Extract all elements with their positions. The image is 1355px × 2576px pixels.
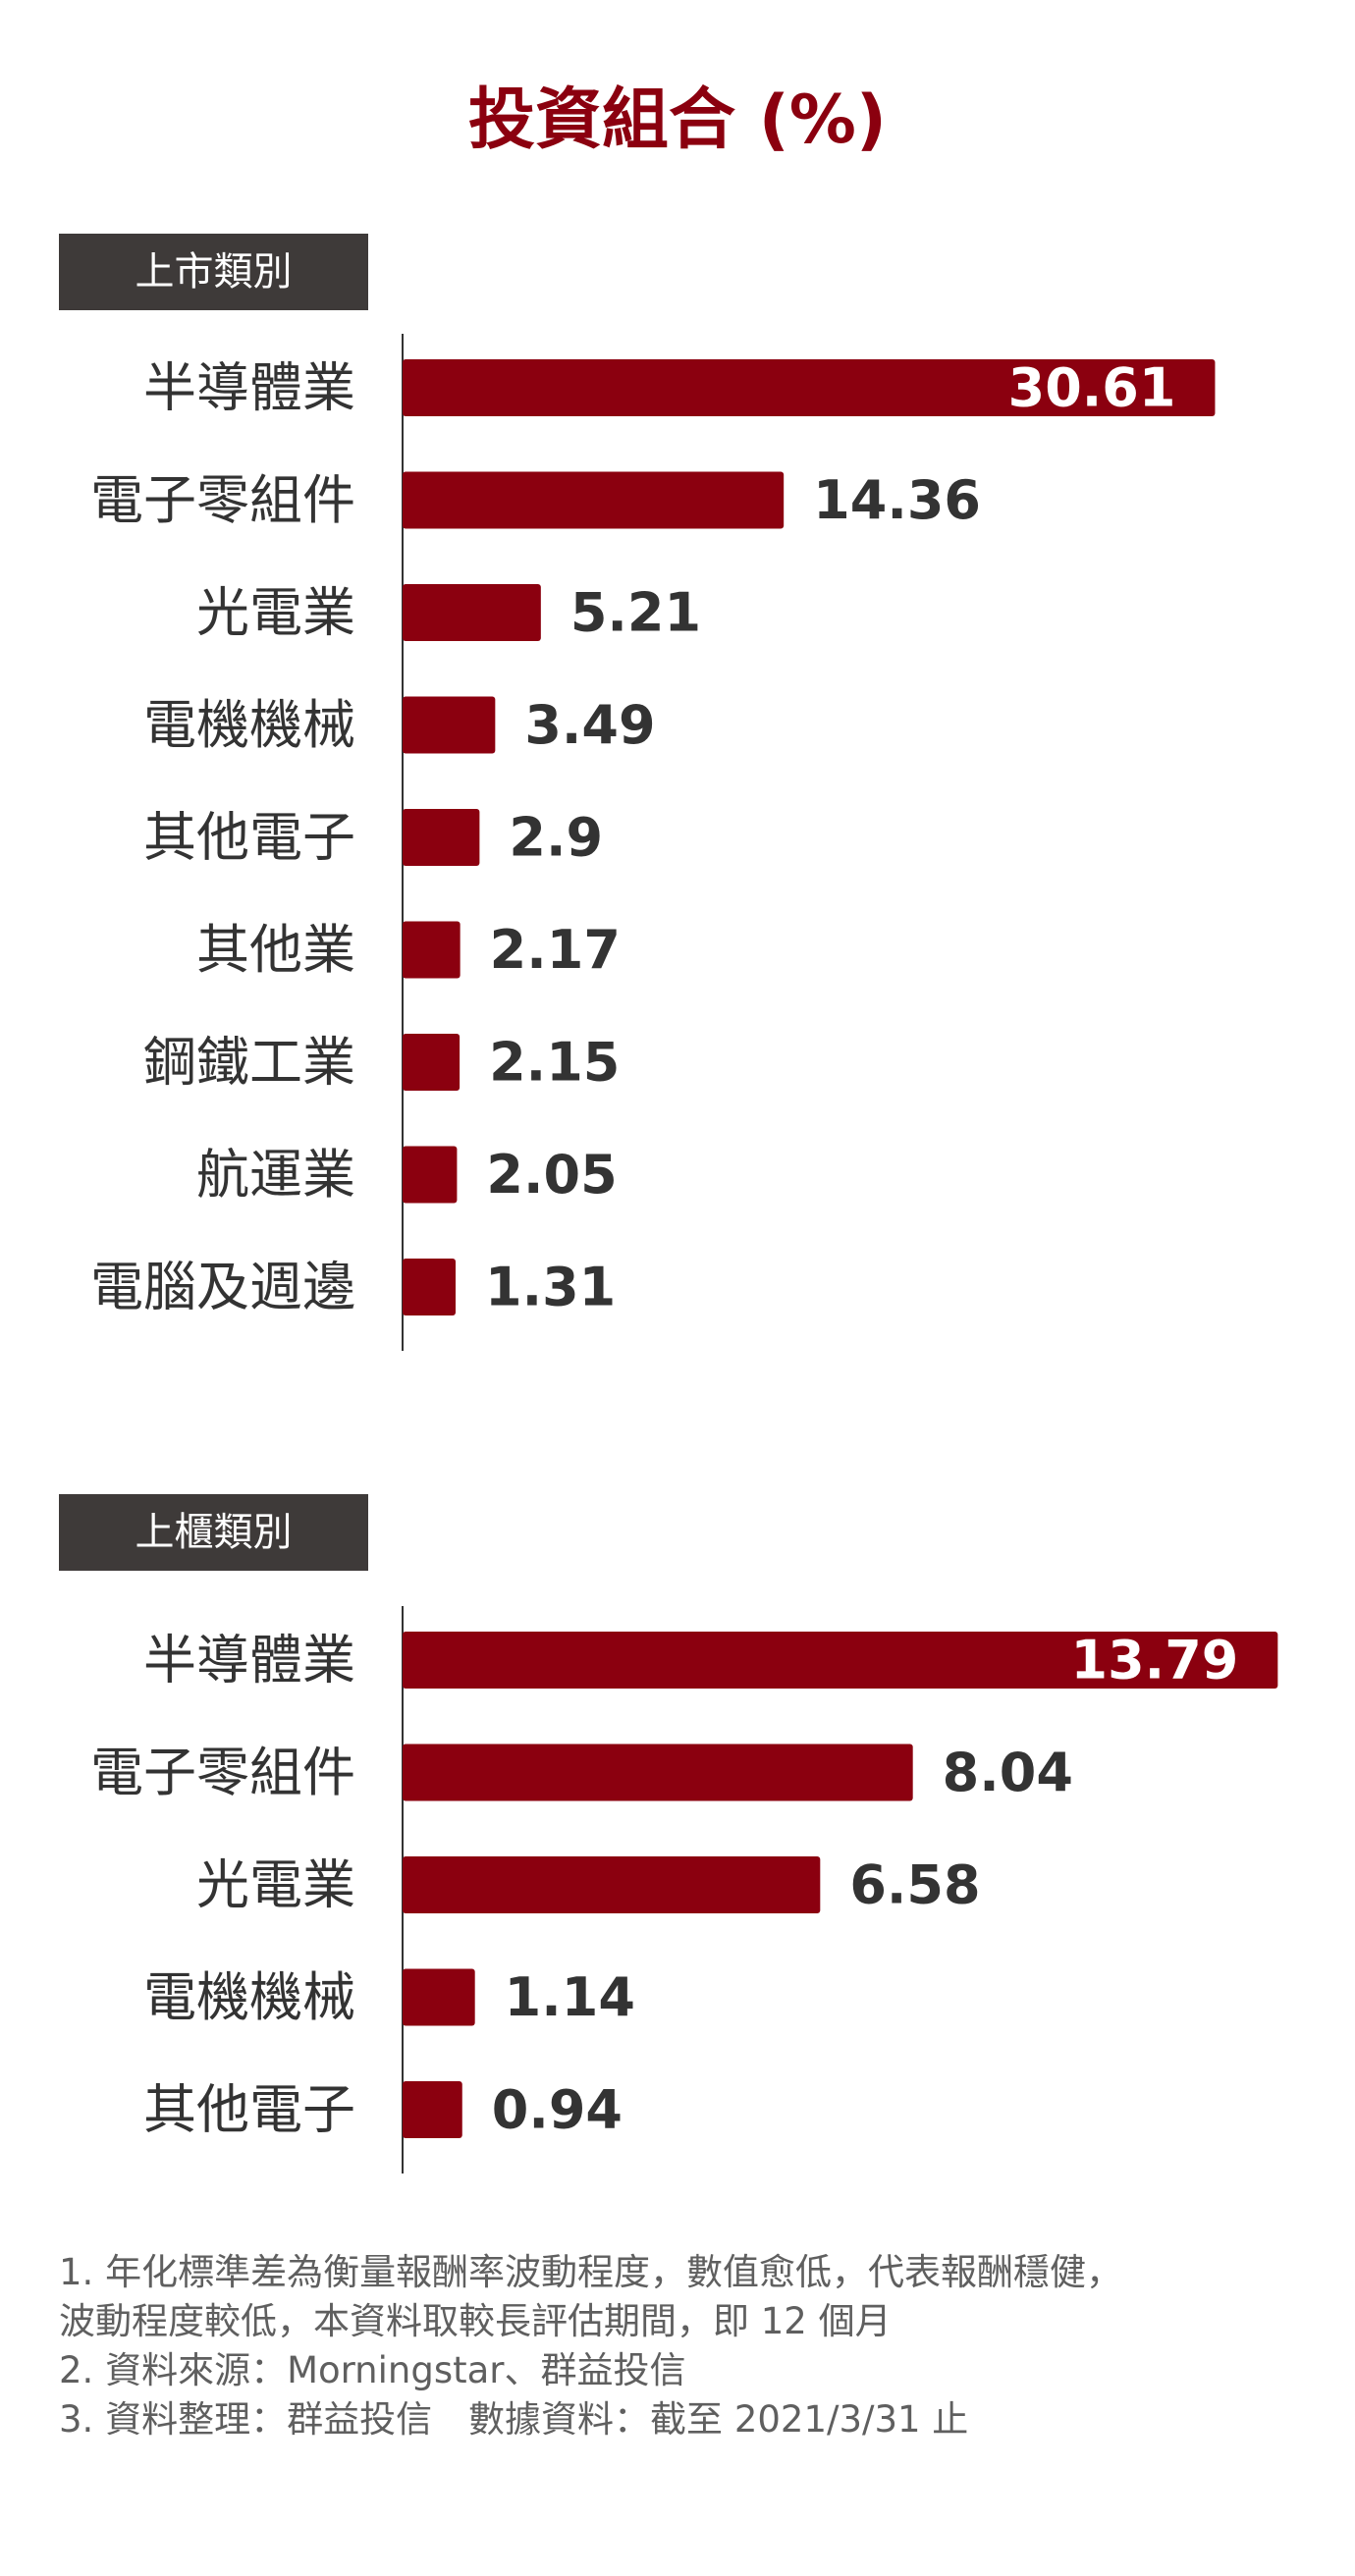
value-label: 1.31: [485, 1257, 616, 1318]
value-label: 8.04: [943, 1742, 1073, 1803]
bar: [403, 1146, 458, 1204]
category-label: 其他業: [196, 919, 355, 981]
section-label-otc: 上櫃類別: [59, 1494, 368, 1571]
value-label: 1.14: [505, 1966, 635, 2028]
bar: [403, 471, 785, 529]
bar: [403, 1259, 456, 1315]
value-label: 6.58: [849, 1854, 980, 1916]
category-label: 半導體業: [143, 1630, 355, 1691]
value-label: 2.05: [486, 1144, 617, 1206]
bar: [403, 921, 461, 979]
bar: [403, 696, 496, 754]
category-label: 電腦及週邊: [90, 1257, 355, 1318]
category-label: 光電業: [196, 1854, 355, 1916]
footnotes: 1. 年化標準差為衡量報酬率波動程度，數值愈低，代表報酬穩健， 波動程度較低，本…: [59, 2248, 1316, 2444]
value-label: 3.49: [524, 694, 655, 756]
value-label: 2.9: [509, 807, 603, 869]
bar: [403, 584, 541, 641]
value-label: 2.15: [489, 1032, 620, 1094]
category-label: 光電業: [196, 582, 355, 644]
footnote-line: 2. 資料來源：Morningstar、群益投信: [59, 2349, 686, 2391]
value-label: 0.94: [492, 2079, 623, 2141]
footnote-line: 1. 年化標準差為衡量報酬率波動程度，數值愈低，代表報酬穩健，: [59, 2251, 1123, 2293]
listed-bar-chart: 半導體業 30.61 電子零組件 14.36 光電業 5.21 電機機械 3.49 其他電子 2.…: [90, 334, 1216, 1351]
category-label: 其他電子: [143, 807, 355, 869]
footnote-line: 3. 資料整理：群益投信 數據資料：截至 2021/3/31 止: [59, 2398, 969, 2441]
category-label: 半導體業: [143, 357, 355, 419]
value-label: 14.36: [813, 469, 981, 531]
page-title: 投資組合 (%): [468, 81, 887, 159]
category-label: 電子零組件: [90, 469, 355, 531]
bar: [403, 1744, 913, 1801]
bar: [403, 359, 1216, 416]
category-label: 其他電子: [143, 2079, 355, 2141]
section-label-listed: 上市類別: [59, 234, 368, 310]
bar: [403, 809, 480, 866]
bar: [403, 2081, 462, 2138]
value-label: 30.61: [1008, 357, 1176, 419]
category-label: 電子零組件: [90, 1742, 355, 1803]
category-label: 鋼鐵工業: [143, 1032, 355, 1094]
value-label: 13.79: [1071, 1630, 1239, 1691]
value-label: 5.21: [570, 582, 701, 644]
bar: [403, 1856, 821, 1913]
bar: [403, 1632, 1278, 1689]
category-label: 電機機械: [143, 694, 355, 756]
otc-bar-chart: 半導體業 13.79 電子零組件 8.04 光電業 6.58 電機機械 1.14 其他電子 0.9…: [90, 1606, 1278, 2174]
category-label: 電機機械: [143, 1966, 355, 2028]
footnote-line: 波動程度較低，本資料取較長評估期間，即 12 個月: [59, 2300, 892, 2342]
category-label: 航運業: [196, 1144, 355, 1206]
bar: [403, 1968, 475, 2026]
value-label: 2.17: [490, 919, 621, 981]
bar: [403, 1034, 461, 1091]
